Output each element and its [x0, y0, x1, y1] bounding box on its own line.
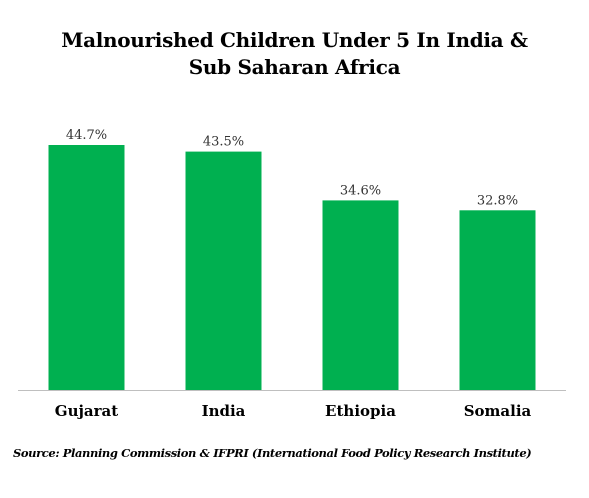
value-label-india: 43.5% — [203, 135, 244, 150]
chart-title-line-2: Sub Saharan Africa — [188, 55, 401, 79]
value-label-ethiopia: 34.6% — [340, 183, 381, 198]
value-labels-layer: 44.7% 43.5% 34.6% 32.8% — [66, 128, 518, 208]
bar-gujarat — [48, 145, 125, 390]
value-label-somalia: 32.8% — [477, 193, 518, 208]
chart-title-line-1: Malnourished Children Under 5 In India & — [61, 28, 528, 52]
category-label-ethiopia: Ethiopia — [325, 402, 396, 420]
category-label-gujarat: Gujarat — [55, 402, 118, 420]
value-label-gujarat: 44.7% — [66, 128, 107, 143]
source-note: Source: Planning Commission & IFPRI (Int… — [13, 446, 532, 460]
chart-title: Malnourished Children Under 5 In India &… — [0, 27, 589, 81]
bar-somalia — [459, 210, 536, 390]
bars-layer — [48, 145, 536, 390]
category-label-india: India — [202, 402, 246, 420]
bar-india — [185, 151, 262, 390]
category-labels-layer: Gujarat India Ethiopia Somalia — [55, 402, 532, 420]
category-label-somalia: Somalia — [464, 402, 532, 420]
bar-ethiopia — [322, 200, 399, 390]
